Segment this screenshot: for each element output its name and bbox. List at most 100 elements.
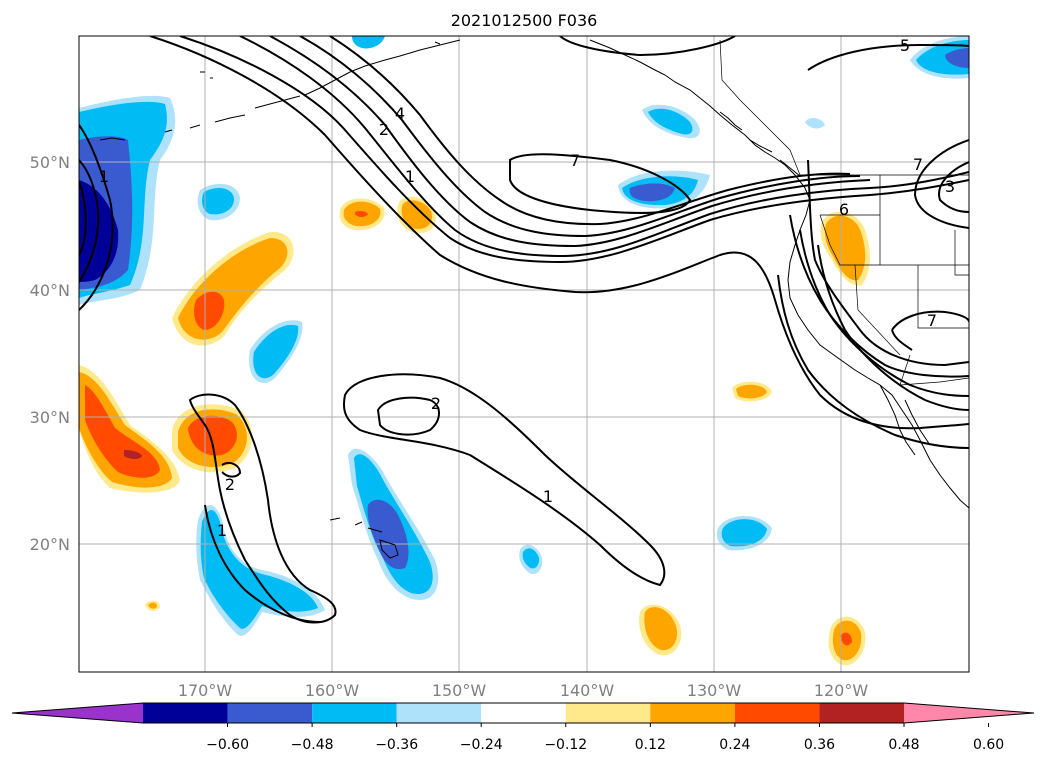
negative-anomaly-blob <box>352 36 385 49</box>
contour-label: 7 <box>913 155 923 174</box>
lon-label: 150°W <box>432 681 487 700</box>
contour-label: 2 <box>225 475 235 494</box>
hawaii-islands <box>329 517 399 559</box>
negative-anomaly-south <box>200 510 318 629</box>
contour-line <box>509 153 692 214</box>
contour-line <box>79 159 100 283</box>
colorbar-segment <box>565 703 651 723</box>
negative-anomaly-blob <box>629 183 675 202</box>
lon-label: 170°W <box>178 681 233 700</box>
negative-anomaly-blob <box>202 187 234 215</box>
contour-line <box>891 310 969 351</box>
negative-anomaly-blob <box>253 324 299 379</box>
colorbar-outline <box>11 702 1035 724</box>
mexico-border <box>899 377 969 386</box>
negative-anomaly-blob <box>721 519 767 547</box>
contour-line <box>329 36 851 226</box>
lon-label: 140°W <box>560 681 615 700</box>
colorbar-tick-label: −0.48 <box>291 737 334 753</box>
lon-label: 160°W <box>305 681 360 700</box>
contour-label: 1 <box>99 167 109 186</box>
contour-line <box>559 36 736 57</box>
colorbar-extend-min <box>12 703 143 723</box>
colorbar-segment <box>396 703 482 723</box>
baja-peninsula <box>879 384 931 456</box>
positive-anomaly-oregon <box>824 215 866 281</box>
lon-label: 120°W <box>814 681 869 700</box>
small-islands <box>200 41 441 79</box>
colorbar-segment <box>819 703 904 723</box>
alaska-canada-border <box>719 39 801 176</box>
contour-label: 2 <box>431 394 441 413</box>
contour-label: 7 <box>570 151 580 170</box>
longitude-labels: 170°W 160°W 150°W 140°W 130°W 120°W <box>178 681 869 700</box>
contour-label: 4 <box>395 104 405 123</box>
west-coast-us <box>787 199 969 509</box>
contour-line <box>777 274 969 449</box>
contour-line <box>79 181 87 256</box>
colorbar-tick-label: −0.24 <box>460 737 503 753</box>
positive-anomaly-band <box>194 291 225 330</box>
colorbar-segment <box>312 703 397 723</box>
colorbar-tick-label: −0.60 <box>206 737 249 753</box>
contour-label: 5 <box>900 36 910 55</box>
positive-anomaly-blob <box>840 632 852 646</box>
lat-label: 30°N <box>30 408 70 427</box>
contour-label: 3 <box>945 177 955 196</box>
contour-label: 1 <box>543 487 553 506</box>
map-frame <box>78 35 970 673</box>
positive-anomaly-blob <box>355 210 368 217</box>
contour-line <box>221 462 242 478</box>
colorbar-tick-label: 0.48 <box>888 737 919 753</box>
positive-anomaly-blob <box>736 384 767 399</box>
coastlines <box>99 39 969 559</box>
contour-line <box>239 36 969 258</box>
positive-anomaly-west <box>124 450 142 459</box>
political-borders <box>719 39 969 386</box>
negative-anomaly-hawaii <box>367 499 409 570</box>
colorbar-tick-label: 0.36 <box>804 737 835 753</box>
colorbar-segment <box>650 703 735 723</box>
lat-label: 50°N <box>30 153 70 172</box>
gridlines <box>79 36 969 672</box>
contour-line <box>204 504 321 623</box>
contour-line <box>269 36 871 248</box>
contour-line <box>79 124 114 311</box>
negative-anomaly-northeast <box>945 48 969 68</box>
colorbar-tick-label: −0.12 <box>544 737 587 753</box>
map-title: 2021012500 F036 <box>451 11 598 30</box>
positive-anomaly-blob <box>644 607 678 651</box>
contour-line <box>817 244 969 411</box>
contour-line <box>149 36 969 430</box>
positive-anomaly-blob <box>188 415 237 456</box>
negative-anomaly-blob <box>648 108 693 135</box>
state-borders <box>819 175 969 386</box>
contour-line <box>938 161 969 213</box>
british-columbia-coast <box>719 111 801 177</box>
alaska-coast <box>589 39 811 201</box>
colorbar-segment <box>227 703 313 723</box>
colorbar-segment <box>143 703 228 723</box>
contour-line <box>179 36 969 264</box>
contour-line <box>188 393 337 624</box>
colorbar-tick-label: 0.24 <box>719 737 750 753</box>
colorbar-segment <box>481 703 566 723</box>
colorbar-tick-label: 0.60 <box>973 737 1004 753</box>
lon-label: 130°W <box>687 681 742 700</box>
contour-label: 1 <box>217 521 227 540</box>
aleutian-islands <box>99 39 461 141</box>
contour-label: 2 <box>379 120 389 139</box>
contour-line <box>913 139 969 229</box>
colorbar: −0.60 −0.48 −0.36 −0.24 −0.12 0.12 0.24 0.36 0.4… <box>11 702 1035 753</box>
contour-line <box>807 43 969 71</box>
contour-line <box>342 373 666 587</box>
contour-line <box>807 159 969 367</box>
contour-label: 7 <box>927 311 937 330</box>
colorbar-tick-label: 0.12 <box>635 737 666 753</box>
negative-anomaly-northeast <box>916 40 969 75</box>
contour-label: 1 <box>405 167 415 186</box>
contour-line <box>299 36 861 238</box>
colorbar-tick-label: −0.36 <box>375 737 418 753</box>
map-panel: 7 7 7 6 5 4 3 2 2 2 1 1 1 1 <box>78 35 970 673</box>
